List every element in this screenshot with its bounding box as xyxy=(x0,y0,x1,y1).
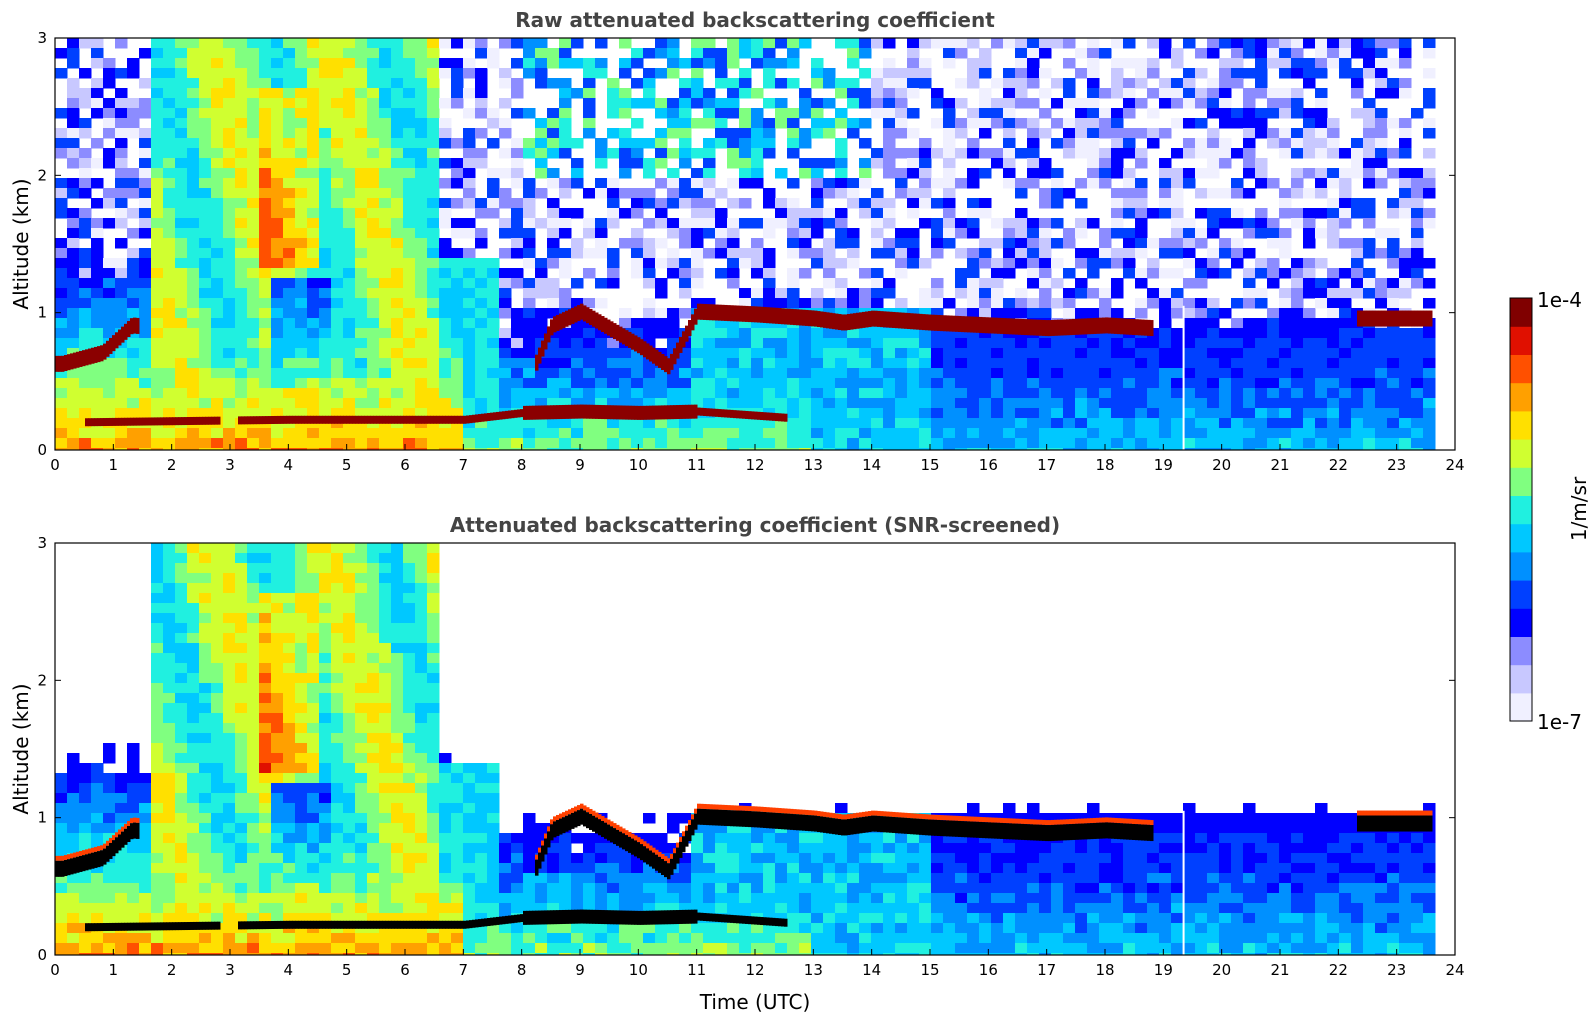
colorbar-step xyxy=(1510,523,1532,553)
y-tick-label: 0 xyxy=(37,946,47,964)
x-tick-label: 13 xyxy=(804,961,823,979)
colorbar-max-label: 1e-4 xyxy=(1537,288,1582,312)
x-tick-label: 18 xyxy=(1095,961,1114,979)
x-tick-label: 20 xyxy=(1212,961,1231,979)
x-tick-label: 1 xyxy=(109,961,119,979)
x-tick-label: 21 xyxy=(1270,961,1289,979)
colorbar-step xyxy=(1510,467,1532,496)
panel-raw-title: Raw attenuated backscattering coefficien… xyxy=(515,8,995,32)
panel-raw-heatmap xyxy=(55,38,1436,450)
x-tick-label: 14 xyxy=(862,456,881,474)
colorbar-step xyxy=(1510,551,1532,581)
x-tick-label: 4 xyxy=(284,961,294,979)
panel-raw-x-axis: 0 1 2 3 4 5 6 7 8 9 10 11 12 13 14 15 16 17 18 19 20 21 22 23 24 xyxy=(50,444,1465,474)
y-tick-label: 1 xyxy=(37,304,47,322)
colorbar-step xyxy=(1510,495,1532,525)
colorbar-step xyxy=(1510,580,1532,609)
x-tick-label: 0 xyxy=(50,961,60,979)
colorbar-step xyxy=(1510,439,1532,468)
x-tick-label: 9 xyxy=(575,456,585,474)
x-tick-label: 24 xyxy=(1445,456,1464,474)
x-tick-label: 11 xyxy=(687,961,706,979)
colorbar-step xyxy=(1510,410,1532,440)
y-tick-label: 2 xyxy=(37,166,47,184)
x-tick-label: 3 xyxy=(225,961,235,979)
panel-raw: Raw attenuated backscattering coefficien… xyxy=(9,8,1465,474)
x-tick-label: 5 xyxy=(342,456,352,474)
x-tick-label: 4 xyxy=(284,456,294,474)
x-tick-label: 11 xyxy=(687,456,706,474)
x-tick-label: 0 xyxy=(50,456,60,474)
x-tick-label: 19 xyxy=(1154,961,1173,979)
x-tick-label: 22 xyxy=(1329,961,1348,979)
colorbar-step xyxy=(1510,692,1532,722)
y-tick-label: 3 xyxy=(37,534,47,552)
colorbar-step xyxy=(1510,636,1532,666)
x-tick-label: 9 xyxy=(575,961,585,979)
colorbar-step xyxy=(1510,608,1532,637)
panel-snr-y-axis: 0 1 2 3 xyxy=(37,534,1455,964)
x-tick-label: 12 xyxy=(745,456,764,474)
x-tick-label: 21 xyxy=(1270,456,1289,474)
x-tick-label: 10 xyxy=(629,456,648,474)
colorbar-step xyxy=(1510,354,1532,384)
colorbar-scale xyxy=(1510,298,1532,722)
x-tick-label: 14 xyxy=(862,961,881,979)
panel-snr-y-label: Altitude (km) xyxy=(9,683,33,814)
x-tick-label: 2 xyxy=(167,456,177,474)
x-tick-label: 17 xyxy=(1037,961,1056,979)
x-tick-label: 18 xyxy=(1095,456,1114,474)
panel-snr: Attenuated backscattering coefficient (S… xyxy=(9,513,1465,1014)
x-tick-label: 7 xyxy=(459,961,469,979)
x-tick-label: 16 xyxy=(979,961,998,979)
panel-snr-heatmap xyxy=(55,543,1436,955)
x-tick-label: 23 xyxy=(1387,456,1406,474)
y-tick-label: 1 xyxy=(37,809,47,827)
colorbar-step xyxy=(1510,664,1532,694)
x-tick-label: 23 xyxy=(1387,961,1406,979)
x-tick-label: 16 xyxy=(979,456,998,474)
x-tick-label: 17 xyxy=(1037,456,1056,474)
x-tick-label: 22 xyxy=(1329,456,1348,474)
panel-raw-y-axis: 0 1 2 3 xyxy=(37,29,1455,459)
x-tick-label: 10 xyxy=(629,961,648,979)
x-tick-label: 8 xyxy=(517,456,527,474)
panel-snr-title: Attenuated backscattering coefficient (S… xyxy=(450,513,1060,537)
colorbar-frame xyxy=(1509,297,1533,722)
colorbar-step xyxy=(1510,298,1532,327)
y-tick-label: 0 xyxy=(37,441,47,459)
colorbar-unit-label: 1/m/sr xyxy=(1567,476,1591,541)
x-tick-label: 7 xyxy=(459,456,469,474)
x-tick-label: 1 xyxy=(109,456,119,474)
x-tick-label: 3 xyxy=(225,456,235,474)
colorbar-step xyxy=(1510,326,1532,355)
x-tick-label: 13 xyxy=(804,456,823,474)
x-tick-label: 20 xyxy=(1212,456,1231,474)
panel-snr-x-axis: 0 1 2 3 4 5 6 7 8 9 10 11 12 13 14 15 16 17 18 19 20 21 22 23 24 xyxy=(50,949,1465,979)
colorbar-step xyxy=(1510,382,1532,412)
y-tick-label: 3 xyxy=(37,29,47,47)
x-tick-label: 15 xyxy=(920,961,939,979)
x-tick-label: 6 xyxy=(400,456,410,474)
y-tick-label: 2 xyxy=(37,671,47,689)
x-tick-label: 24 xyxy=(1445,961,1464,979)
colorbar-min-label: 1e-7 xyxy=(1537,710,1582,734)
x-axis-label: Time (UTC) xyxy=(699,990,811,1014)
panel-raw-y-label: Altitude (km) xyxy=(9,178,33,309)
x-tick-label: 15 xyxy=(920,456,939,474)
x-tick-label: 5 xyxy=(342,961,352,979)
colorbar: 1e-4 1e-7 1/m/sr xyxy=(1509,288,1591,734)
x-tick-label: 19 xyxy=(1154,456,1173,474)
x-tick-label: 6 xyxy=(400,961,410,979)
x-tick-label: 8 xyxy=(517,961,527,979)
x-tick-label: 2 xyxy=(167,961,177,979)
x-tick-label: 12 xyxy=(745,961,764,979)
